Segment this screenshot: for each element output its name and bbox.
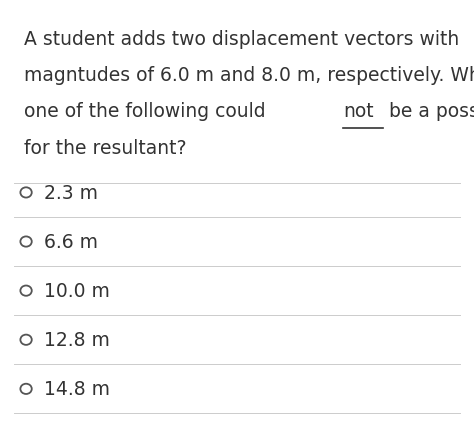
Text: 6.6 m: 6.6 m [44, 233, 98, 251]
Text: 2.3 m: 2.3 m [44, 184, 98, 202]
Text: be a possible choice: be a possible choice [383, 102, 474, 121]
Text: A student adds two displacement vectors with: A student adds two displacement vectors … [24, 30, 459, 49]
Text: not: not [343, 102, 374, 121]
Text: magntudes of 6.0 m and 8.0 m, respectively. Which: magntudes of 6.0 m and 8.0 m, respective… [24, 66, 474, 85]
Text: one of the following could: one of the following could [24, 102, 271, 121]
Text: 12.8 m: 12.8 m [44, 331, 110, 349]
Text: for the resultant?: for the resultant? [24, 138, 186, 157]
Text: 10.0 m: 10.0 m [44, 282, 110, 300]
Text: 14.8 m: 14.8 m [44, 380, 110, 398]
